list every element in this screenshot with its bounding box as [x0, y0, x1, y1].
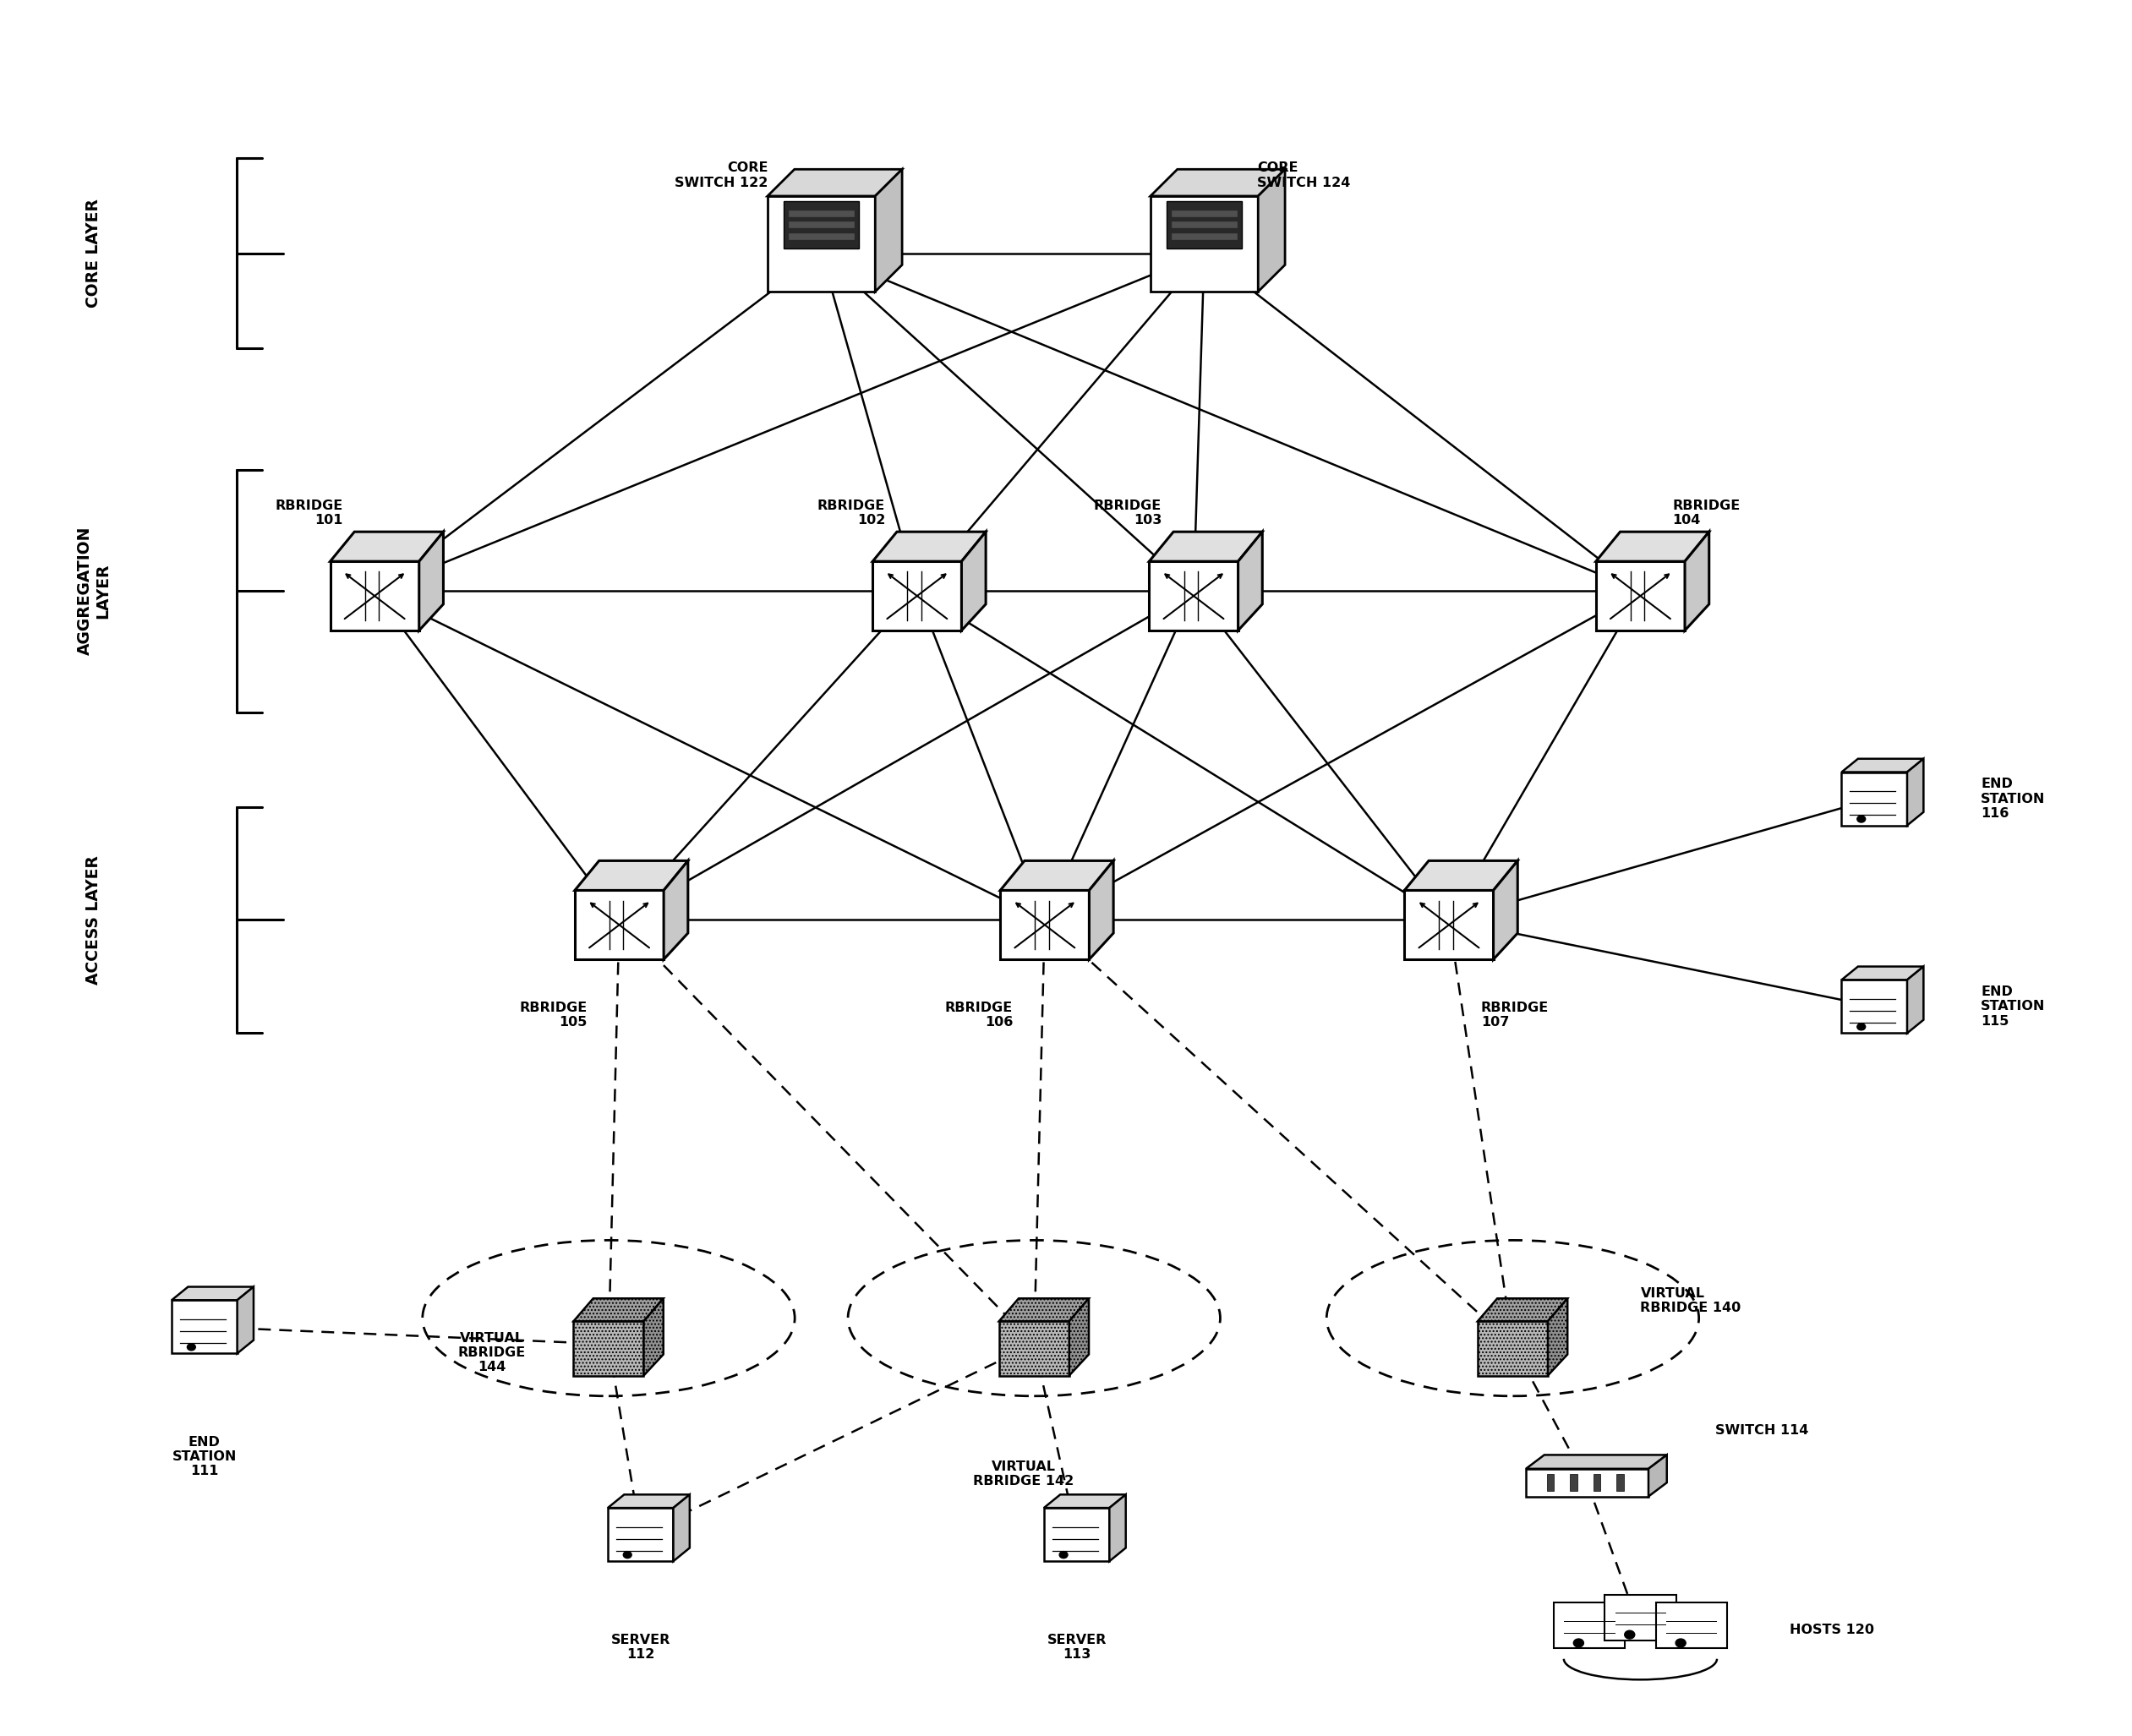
Polygon shape: [1089, 861, 1113, 960]
Text: RBRIDGE
107: RBRIDGE 107: [1482, 1002, 1548, 1029]
Polygon shape: [1492, 861, 1518, 960]
Polygon shape: [1000, 861, 1113, 891]
Polygon shape: [576, 891, 663, 960]
Polygon shape: [1151, 196, 1258, 292]
Circle shape: [188, 1344, 196, 1351]
Polygon shape: [1000, 1321, 1068, 1375]
Polygon shape: [1151, 170, 1286, 196]
Polygon shape: [1842, 979, 1908, 1033]
Text: RBRIDGE
106: RBRIDGE 106: [944, 1002, 1013, 1029]
Polygon shape: [768, 170, 902, 196]
Polygon shape: [330, 561, 420, 630]
Circle shape: [1625, 1630, 1635, 1639]
Polygon shape: [420, 531, 443, 630]
Polygon shape: [1149, 531, 1262, 561]
Text: CORE
SWITCH 122: CORE SWITCH 122: [676, 161, 768, 189]
Polygon shape: [1842, 967, 1923, 979]
Text: VIRTUAL
RBRIDGE
144: VIRTUAL RBRIDGE 144: [458, 1332, 527, 1373]
Polygon shape: [1527, 1455, 1667, 1469]
Polygon shape: [1405, 891, 1492, 960]
Polygon shape: [1616, 1474, 1625, 1491]
Polygon shape: [576, 861, 689, 891]
Polygon shape: [173, 1300, 237, 1354]
Polygon shape: [1657, 1602, 1727, 1649]
Polygon shape: [1045, 1509, 1109, 1561]
Text: RBRIDGE
105: RBRIDGE 105: [520, 1002, 586, 1029]
Polygon shape: [785, 201, 859, 248]
Polygon shape: [1166, 201, 1243, 248]
Polygon shape: [789, 210, 853, 215]
Text: CORE LAYER: CORE LAYER: [85, 200, 102, 307]
Polygon shape: [330, 531, 443, 561]
Polygon shape: [1842, 773, 1908, 825]
Polygon shape: [574, 1299, 663, 1321]
Text: SWITCH 114: SWITCH 114: [1714, 1424, 1808, 1437]
Polygon shape: [1548, 1299, 1567, 1375]
Polygon shape: [1405, 861, 1518, 891]
Polygon shape: [962, 531, 985, 630]
Polygon shape: [1546, 1474, 1554, 1491]
Text: VIRTUAL
RBRIDGE 140: VIRTUAL RBRIDGE 140: [1640, 1286, 1742, 1314]
Circle shape: [1676, 1639, 1686, 1647]
Polygon shape: [1068, 1299, 1089, 1375]
Polygon shape: [1597, 561, 1684, 630]
Polygon shape: [1597, 531, 1710, 561]
Polygon shape: [1908, 967, 1923, 1033]
Polygon shape: [768, 196, 874, 292]
Polygon shape: [872, 531, 985, 561]
Text: RBRIDGE
104: RBRIDGE 104: [1671, 500, 1740, 526]
Polygon shape: [1554, 1602, 1625, 1649]
Text: END
STATION
111: END STATION 111: [173, 1436, 237, 1477]
Polygon shape: [872, 561, 962, 630]
Text: RBRIDGE
102: RBRIDGE 102: [817, 500, 885, 526]
Polygon shape: [789, 222, 853, 227]
Polygon shape: [1569, 1474, 1578, 1491]
Circle shape: [1060, 1552, 1068, 1559]
Polygon shape: [1593, 1474, 1601, 1491]
Text: RBRIDGE
101: RBRIDGE 101: [275, 500, 343, 526]
Text: SERVER
112: SERVER 112: [610, 1634, 669, 1661]
Polygon shape: [1173, 222, 1237, 227]
Polygon shape: [1173, 210, 1237, 215]
Polygon shape: [874, 170, 902, 292]
Text: AGGREGATION
LAYER: AGGREGATION LAYER: [77, 526, 111, 656]
Text: ACCESS LAYER: ACCESS LAYER: [85, 856, 102, 984]
Circle shape: [623, 1552, 631, 1559]
Text: END
STATION
116: END STATION 116: [1981, 778, 2045, 819]
Text: RBRIDGE
103: RBRIDGE 103: [1094, 500, 1162, 526]
Polygon shape: [1605, 1594, 1676, 1641]
Polygon shape: [173, 1286, 254, 1300]
Polygon shape: [644, 1299, 663, 1375]
Text: SERVER
113: SERVER 113: [1047, 1634, 1107, 1661]
Polygon shape: [674, 1495, 689, 1561]
Text: CORE
SWITCH 124: CORE SWITCH 124: [1258, 161, 1352, 189]
Polygon shape: [1173, 233, 1237, 240]
Polygon shape: [1000, 891, 1089, 960]
Polygon shape: [1000, 1299, 1089, 1321]
Polygon shape: [1477, 1299, 1567, 1321]
Polygon shape: [663, 861, 689, 960]
Polygon shape: [1109, 1495, 1126, 1561]
Polygon shape: [1648, 1455, 1667, 1496]
Polygon shape: [1149, 561, 1239, 630]
Polygon shape: [1258, 170, 1286, 292]
Polygon shape: [608, 1495, 689, 1509]
Polygon shape: [1477, 1321, 1548, 1375]
Polygon shape: [1527, 1469, 1648, 1496]
Circle shape: [1857, 816, 1866, 823]
Polygon shape: [1684, 531, 1710, 630]
Polygon shape: [1908, 759, 1923, 825]
Text: END
STATION
115: END STATION 115: [1981, 986, 2045, 1028]
Polygon shape: [1239, 531, 1262, 630]
Circle shape: [1573, 1639, 1584, 1647]
Polygon shape: [1842, 759, 1923, 773]
Polygon shape: [608, 1509, 674, 1561]
Polygon shape: [1045, 1495, 1126, 1509]
Polygon shape: [237, 1286, 254, 1354]
Polygon shape: [789, 233, 853, 240]
Polygon shape: [574, 1321, 644, 1375]
Text: HOSTS 120: HOSTS 120: [1789, 1623, 1874, 1635]
Text: VIRTUAL
RBRIDGE 142: VIRTUAL RBRIDGE 142: [972, 1460, 1075, 1488]
Circle shape: [1857, 1024, 1866, 1029]
